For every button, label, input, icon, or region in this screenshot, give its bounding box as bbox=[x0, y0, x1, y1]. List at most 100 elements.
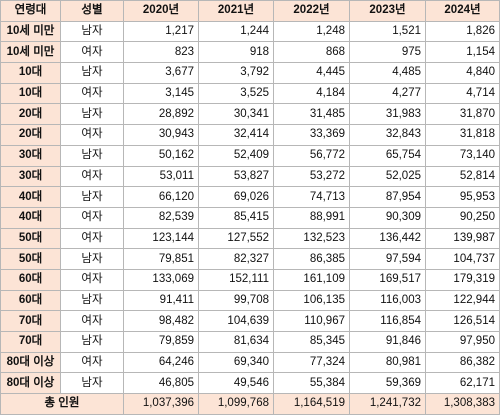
value-cell: 3,525 bbox=[198, 82, 274, 105]
column-header-year: 2024년 bbox=[425, 0, 500, 22]
age-group-cell: 70대 bbox=[0, 310, 61, 332]
table-row: 40대 여자 82,539 85,415 88,991 90,309 90,250 bbox=[0, 206, 500, 229]
table-row: 60대 남자 91,411 99,708 106,135 116,003 122,944 bbox=[0, 289, 500, 312]
gender-cell: 남자 bbox=[60, 144, 124, 167]
gender-cell: 남자 bbox=[60, 248, 124, 270]
age-group-cell: 50대 bbox=[0, 248, 61, 270]
value-cell: 64,246 bbox=[123, 351, 199, 374]
value-cell: 133,069 bbox=[123, 268, 199, 291]
age-group-cell: 40대 bbox=[0, 186, 61, 208]
age-group-cell: 40대 bbox=[0, 206, 61, 229]
value-cell: 31,485 bbox=[273, 103, 350, 126]
gender-cell: 여자 bbox=[60, 165, 124, 188]
value-cell: 49,546 bbox=[198, 372, 274, 395]
gender-cell: 여자 bbox=[60, 268, 124, 291]
table-row: 80대 이상 남자 46,805 49,546 55,384 59,369 62,171 bbox=[0, 372, 500, 395]
gender-cell: 여자 bbox=[60, 227, 124, 250]
value-cell: 79,851 bbox=[123, 248, 199, 270]
header-row: 연령대 성별 2020년 2021년 2022년 2023년 2024년 bbox=[0, 0, 500, 22]
gender-cell: 남자 bbox=[60, 186, 124, 208]
value-cell: 1,154 bbox=[425, 41, 500, 64]
value-cell: 110,967 bbox=[273, 310, 350, 332]
value-cell: 66,120 bbox=[123, 186, 199, 208]
total-value: 1,241,732 bbox=[349, 393, 426, 415]
table-row: 10대 남자 3,677 3,792 4,445 4,485 4,840 bbox=[0, 62, 500, 84]
column-header-year: 2021년 bbox=[198, 0, 274, 22]
value-cell: 53,272 bbox=[273, 165, 350, 188]
value-cell: 3,145 bbox=[123, 82, 199, 105]
value-cell: 59,369 bbox=[349, 372, 426, 395]
table-row: 30대 남자 50,162 52,409 56,772 65,754 73,140 bbox=[0, 144, 500, 167]
total-value: 1,099,768 bbox=[198, 393, 274, 415]
age-group-cell: 20대 bbox=[0, 124, 61, 146]
value-cell: 152,111 bbox=[198, 268, 274, 291]
total-row: 총 인원 1,037,396 1,099,768 1,164,519 1,241… bbox=[0, 393, 500, 415]
table-row: 70대 남자 79,859 81,634 85,345 91,846 97,950 bbox=[0, 331, 500, 353]
age-group-cell: 10세 미만 bbox=[0, 41, 61, 64]
value-cell: 32,843 bbox=[349, 124, 426, 146]
value-cell: 90,309 bbox=[349, 206, 426, 229]
value-cell: 88,991 bbox=[273, 206, 350, 229]
column-header-year: 2022년 bbox=[273, 0, 350, 22]
value-cell: 4,445 bbox=[273, 62, 350, 84]
value-cell: 4,277 bbox=[349, 82, 426, 105]
value-cell: 136,442 bbox=[349, 227, 426, 250]
total-value: 1,308,383 bbox=[425, 393, 500, 415]
gender-cell: 남자 bbox=[60, 289, 124, 312]
value-cell: 28,892 bbox=[123, 103, 199, 126]
gender-cell: 여자 bbox=[60, 351, 124, 374]
value-cell: 87,954 bbox=[349, 186, 426, 208]
value-cell: 3,792 bbox=[198, 62, 274, 84]
value-cell: 139,987 bbox=[425, 227, 500, 250]
value-cell: 1,521 bbox=[349, 20, 426, 43]
column-header-gender: 성별 bbox=[60, 0, 124, 22]
table-row: 20대 남자 28,892 30,341 31,485 31,983 31,870 bbox=[0, 103, 500, 126]
value-cell: 91,411 bbox=[123, 289, 199, 312]
value-cell: 30,341 bbox=[198, 103, 274, 126]
age-group-cell: 60대 bbox=[0, 268, 61, 291]
value-cell: 122,944 bbox=[425, 289, 500, 312]
age-group-cell: 60대 bbox=[0, 289, 61, 312]
value-cell: 104,737 bbox=[425, 248, 500, 270]
age-group-cell: 80대 이상 bbox=[0, 351, 61, 374]
value-cell: 30,943 bbox=[123, 124, 199, 146]
value-cell: 4,840 bbox=[425, 62, 500, 84]
value-cell: 179,319 bbox=[425, 268, 500, 291]
value-cell: 82,327 bbox=[198, 248, 274, 270]
value-cell: 91,846 bbox=[349, 331, 426, 353]
value-cell: 169,517 bbox=[349, 268, 426, 291]
column-header-age-group: 연령대 bbox=[0, 0, 61, 22]
age-group-cell: 10세 미만 bbox=[0, 20, 61, 43]
gender-cell: 여자 bbox=[60, 310, 124, 332]
value-cell: 99,708 bbox=[198, 289, 274, 312]
value-cell: 104,639 bbox=[198, 310, 274, 332]
value-cell: 52,025 bbox=[349, 165, 426, 188]
age-group-cell: 80대 이상 bbox=[0, 372, 61, 395]
table-row: 10세 미만 남자 1,217 1,244 1,248 1,521 1,826 bbox=[0, 20, 500, 43]
value-cell: 132,523 bbox=[273, 227, 350, 250]
value-cell: 95,953 bbox=[425, 186, 500, 208]
table-row: 50대 여자 123,144 127,552 132,523 136,442 139,987 bbox=[0, 227, 500, 250]
value-cell: 82,539 bbox=[123, 206, 199, 229]
value-cell: 1,217 bbox=[123, 20, 199, 43]
value-cell: 46,805 bbox=[123, 372, 199, 395]
table-row: 10대 여자 3,145 3,525 4,184 4,277 4,714 bbox=[0, 82, 500, 105]
value-cell: 73,140 bbox=[425, 144, 500, 167]
value-cell: 81,634 bbox=[198, 331, 274, 353]
table-row: 70대 여자 98,482 104,639 110,967 116,854 126,514 bbox=[0, 310, 500, 332]
value-cell: 97,594 bbox=[349, 248, 426, 270]
gender-cell: 여자 bbox=[60, 124, 124, 146]
value-cell: 98,482 bbox=[123, 310, 199, 332]
column-header-year: 2023년 bbox=[349, 0, 426, 22]
value-cell: 868 bbox=[273, 41, 350, 64]
value-cell: 52,814 bbox=[425, 165, 500, 188]
gender-cell: 여자 bbox=[60, 41, 124, 64]
value-cell: 62,171 bbox=[425, 372, 500, 395]
value-cell: 31,983 bbox=[349, 103, 426, 126]
table-row: 40대 남자 66,120 69,026 74,713 87,954 95,953 bbox=[0, 186, 500, 208]
gender-cell: 남자 bbox=[60, 20, 124, 43]
value-cell: 161,109 bbox=[273, 268, 350, 291]
value-cell: 53,827 bbox=[198, 165, 274, 188]
value-cell: 918 bbox=[198, 41, 274, 64]
